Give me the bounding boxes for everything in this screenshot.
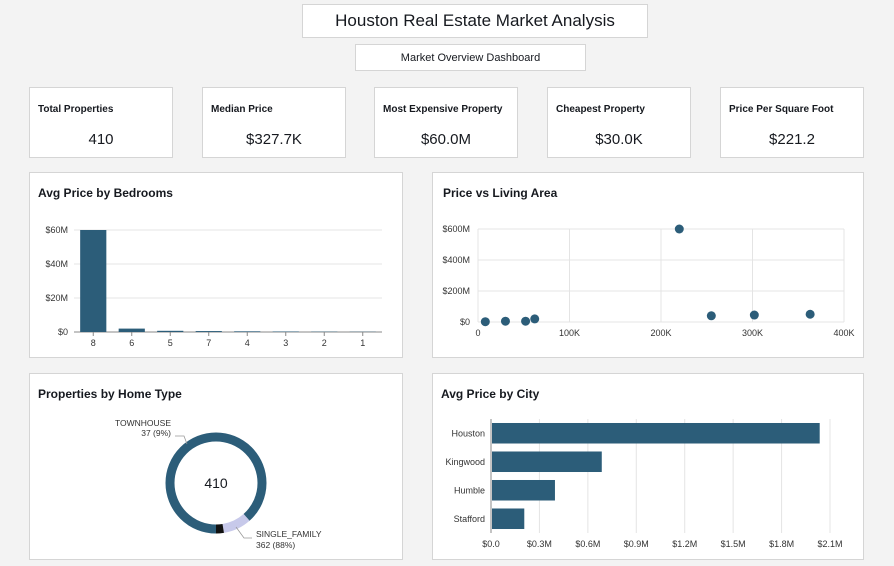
kpi-price-per-sqft[interactable]: Price Per Square Foot $221.2 — [720, 87, 864, 158]
scatter-point — [706, 311, 716, 321]
bar — [272, 331, 299, 332]
scatter-point — [480, 317, 490, 327]
kpi-value: 410 — [88, 131, 114, 148]
x-tick-label: 6 — [129, 338, 134, 348]
y-tick-label: Stafford — [454, 514, 485, 524]
scatter-point — [500, 316, 510, 326]
bar — [492, 451, 602, 473]
scatter-point — [805, 309, 815, 319]
y-tick-label: Kingwood — [445, 457, 485, 467]
x-tick-label: 1 — [360, 338, 365, 348]
kpi-value: $60.0M — [420, 131, 472, 148]
kpi-title: Price Per Square Foot — [729, 104, 834, 115]
scatter-point — [521, 316, 531, 326]
city-hbar-chart: $0.0 $0.3M $0.6M $0.9M $1.2M $1.5M $1.8M $2.1M H… — [445, 419, 843, 549]
bar — [492, 479, 555, 501]
kpi-title: Cheapest Property — [556, 104, 645, 115]
dashboard-title: Houston Real Estate Market Analysis — [302, 4, 648, 38]
kpi-median-price[interactable]: Median Price $327.7K — [202, 87, 346, 158]
x-tick-label: 0 — [475, 328, 480, 338]
x-tick-label: $0.9M — [624, 539, 649, 549]
kpi-value: $30.0K — [595, 131, 643, 148]
kpi-value: $221.2 — [769, 131, 815, 148]
chart-title: Price vs Living Area — [443, 186, 558, 200]
y-tick-label: $200M — [442, 286, 470, 296]
y-tick-label: Humble — [454, 485, 485, 495]
slice-label-value: 362 (88%) — [256, 540, 295, 550]
kpi-total-properties[interactable]: Total Properties 410 — [29, 87, 173, 158]
bedrooms-bar-chart: $0 $20M $40M $60M 8 6 5 7 4 3 2 1 — [45, 225, 382, 348]
x-tick-label: 2 — [322, 338, 327, 348]
bar — [195, 331, 222, 332]
y-tick-label: $600M — [442, 224, 470, 234]
y-tick-label: $40M — [45, 259, 68, 269]
slice-label-name: TOWNHOUSE — [115, 418, 171, 428]
x-tick-label: $0.3M — [527, 539, 552, 549]
y-tick-label: $60M — [45, 225, 68, 235]
donut-center-label: 410 — [204, 475, 228, 491]
bar — [157, 330, 184, 332]
x-tick-label: 3 — [283, 338, 288, 348]
scatter-point — [674, 224, 684, 234]
panel-bedrooms[interactable]: Avg Price by Bedrooms $0 $20M $40M $60M 8 6 5 7… — [29, 172, 403, 358]
x-tick-label: $1.8M — [769, 539, 794, 549]
dashboard-subtitle: Market Overview Dashboard — [355, 44, 586, 71]
panel-city[interactable]: Avg Price by City $0.0 $0.3M $0.6M $0.9M $1.… — [432, 373, 864, 560]
bar — [80, 230, 107, 332]
donut-slice — [165, 432, 267, 534]
x-tick-label: 300K — [742, 328, 763, 338]
y-tick-label: $0 — [58, 327, 68, 337]
x-tick-label: $1.2M — [672, 539, 697, 549]
panel-home-type[interactable]: Properties by Home Type 410 TOWNHOUSE 37 (… — [29, 373, 403, 560]
chart-title: Avg Price by Bedrooms — [38, 186, 173, 200]
bar — [492, 422, 820, 444]
kpi-most-expensive[interactable]: Most Expensive Property $60.0M — [374, 87, 518, 158]
y-tick-label: $20M — [45, 293, 68, 303]
y-tick-label: Houston — [451, 428, 485, 438]
price-area-scatter-chart: $0 $200M $400M $600M 0 100K 200K 300K 400K — [442, 224, 854, 338]
leader-line — [175, 435, 188, 445]
leader-line — [235, 526, 252, 539]
x-tick-label: $0.6M — [575, 539, 600, 549]
scatter-point — [749, 310, 759, 320]
chart-title: Properties by Home Type — [38, 387, 182, 401]
x-tick-label: 8 — [91, 338, 96, 348]
y-tick-label: $400M — [442, 255, 470, 265]
y-tick-label: $0 — [460, 317, 470, 327]
panel-scatter[interactable]: Price vs Living Area $0 $200M $400M $600M 0 1… — [432, 172, 864, 358]
bar — [492, 508, 525, 530]
x-tick-label: $2.1M — [817, 539, 842, 549]
bar — [234, 331, 261, 332]
bar — [118, 328, 145, 332]
kpi-title: Median Price — [211, 104, 273, 115]
slice-label-name: SINGLE_FAMILY — [256, 529, 322, 539]
x-tick-label: 4 — [245, 338, 250, 348]
chart-title: Avg Price by City — [441, 387, 540, 401]
kpi-title: Most Expensive Property — [383, 104, 503, 115]
x-tick-label: $0.0 — [482, 539, 500, 549]
slice-label-value: 37 (9%) — [141, 428, 171, 438]
x-tick-label: $1.5M — [721, 539, 746, 549]
scatter-point — [530, 314, 540, 324]
x-tick-label: 400K — [833, 328, 854, 338]
x-tick-label: 5 — [168, 338, 173, 348]
x-tick-label: 200K — [650, 328, 671, 338]
kpi-title: Total Properties — [38, 104, 114, 115]
kpi-value: $327.7K — [246, 131, 302, 148]
kpi-cheapest[interactable]: Cheapest Property $30.0K — [547, 87, 691, 158]
x-tick-label: 7 — [206, 338, 211, 348]
x-tick-label: 100K — [559, 328, 580, 338]
